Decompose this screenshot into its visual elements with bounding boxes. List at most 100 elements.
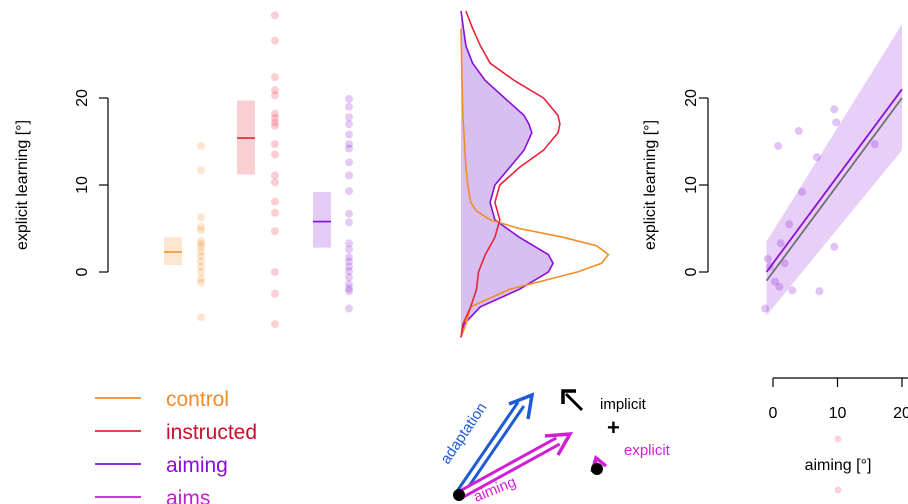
- panel-regression-data: [761, 24, 903, 494]
- legend-label-instructed: instructed: [166, 421, 257, 444]
- data-point-control: [197, 257, 205, 266]
- data-point-instructed: [271, 178, 279, 187]
- data-point-instructed: [271, 86, 279, 95]
- density-curve-aiming: [460, 10, 555, 338]
- group-instructed: [237, 11, 279, 329]
- explicit-dot: [591, 463, 603, 475]
- data-point-control: [197, 274, 205, 283]
- aiming-arrow: [455, 431, 574, 501]
- legend-label-aims: aims: [166, 487, 210, 504]
- data-point-aiming: [345, 257, 353, 266]
- reg-data-point: [761, 304, 770, 313]
- explicit-label: explicit: [624, 442, 671, 459]
- faint-point: [834, 435, 842, 443]
- implicit-label: implicit: [600, 396, 647, 413]
- reg-data-point: [780, 259, 789, 268]
- panel-density: [460, 10, 610, 338]
- data-point-aiming: [345, 253, 353, 262]
- data-point-aiming: [345, 284, 353, 293]
- data-point-control: [197, 213, 205, 222]
- data-point-control: [197, 313, 205, 322]
- density-fill-aiming: [461, 11, 554, 338]
- data-point-instructed: [271, 208, 279, 217]
- reg-y-tick-label: 0: [683, 267, 700, 276]
- group-control: [164, 141, 205, 322]
- reg-data-point: [788, 286, 797, 295]
- reg-data-point: [794, 127, 803, 136]
- data-point-aiming: [345, 113, 353, 122]
- data-point-aiming: [345, 120, 353, 129]
- data-point-instructed: [271, 91, 279, 100]
- legend-item-instructed: instructed: [95, 421, 257, 444]
- implicit-arrow: [561, 389, 584, 412]
- legend-item-aiming: aiming: [95, 454, 228, 477]
- reg-data-point: [832, 118, 841, 127]
- panel-regression-y-label: explicit learning [°]: [642, 120, 659, 250]
- reg-data-point: [776, 239, 785, 248]
- identity-line: [765, 97, 903, 282]
- data-point-control: [197, 252, 205, 261]
- fit-line: [765, 88, 903, 273]
- data-point-aiming: [345, 94, 353, 103]
- legend-item-control: control: [95, 388, 229, 411]
- reg-data-point: [798, 187, 807, 196]
- legend-label-aiming: aiming: [166, 454, 228, 477]
- y-tick-label: 20: [74, 89, 91, 107]
- fit-confidence-band: [766, 24, 902, 316]
- data-point-aiming: [345, 140, 353, 149]
- reg-data-point: [770, 277, 779, 286]
- reg-data-point: [830, 105, 839, 114]
- data-point-aiming: [345, 187, 353, 196]
- data-point-aiming: [345, 280, 353, 289]
- panel-density-curves: [460, 10, 610, 338]
- vector-diagram: adaptation aiming implicit + explicit: [437, 389, 671, 504]
- reg-x-tick-label: 10: [829, 405, 847, 422]
- reg-y-tick-label: 20: [683, 89, 700, 107]
- data-point-instructed: [271, 197, 279, 206]
- data-point-aiming: [345, 273, 353, 282]
- data-point-aiming: [345, 218, 353, 227]
- group-aiming: [313, 94, 353, 313]
- data-point-instructed: [271, 114, 279, 123]
- data-point-instructed: [271, 36, 279, 45]
- plus-label: +: [607, 415, 620, 440]
- panel-groups: explicit learning [°] 0 10 20: [14, 11, 353, 329]
- y-tick-label: 0: [74, 267, 91, 276]
- legend: control instructed aiming aims: [95, 388, 257, 504]
- data-point-control: [197, 278, 205, 287]
- reg-data-point: [815, 287, 824, 296]
- data-point-instructed: [271, 73, 279, 82]
- data-point-aiming: [345, 262, 353, 271]
- panel-groups-y-axis: 0 10 20: [74, 89, 109, 276]
- data-point-instructed: [271, 320, 279, 329]
- ci-box-control: [164, 237, 182, 266]
- data-point-control: [197, 247, 205, 256]
- data-point-aiming: [345, 158, 353, 167]
- density-curve-control: [460, 28, 610, 338]
- data-point-aiming: [345, 267, 353, 276]
- faint-point: [834, 486, 842, 494]
- data-point-instructed: [271, 11, 279, 20]
- data-point-aiming: [345, 304, 353, 313]
- reg-data-point: [775, 282, 784, 291]
- reg-data-point: [870, 140, 879, 149]
- data-point-instructed: [271, 289, 279, 298]
- data-point-control: [197, 222, 205, 231]
- reg-x-tick-label: 0: [769, 405, 778, 422]
- origin-dot: [453, 489, 465, 501]
- data-point-instructed: [271, 118, 279, 127]
- data-point-control: [197, 166, 205, 175]
- ci-box-aiming: [313, 191, 331, 248]
- data-point-aiming: [345, 245, 353, 254]
- data-point-aiming: [345, 171, 353, 180]
- panel-groups-y-label: explicit learning [°]: [14, 120, 31, 250]
- data-point-control: [197, 236, 205, 245]
- reg-x-tick-label: 20: [893, 405, 908, 422]
- reg-y-tick-label: 10: [683, 176, 700, 194]
- data-point-instructed: [271, 150, 279, 159]
- data-point-control: [197, 226, 205, 235]
- data-point-instructed: [271, 171, 279, 180]
- panel-groups-data: [164, 11, 353, 329]
- legend-label-control: control: [166, 388, 229, 411]
